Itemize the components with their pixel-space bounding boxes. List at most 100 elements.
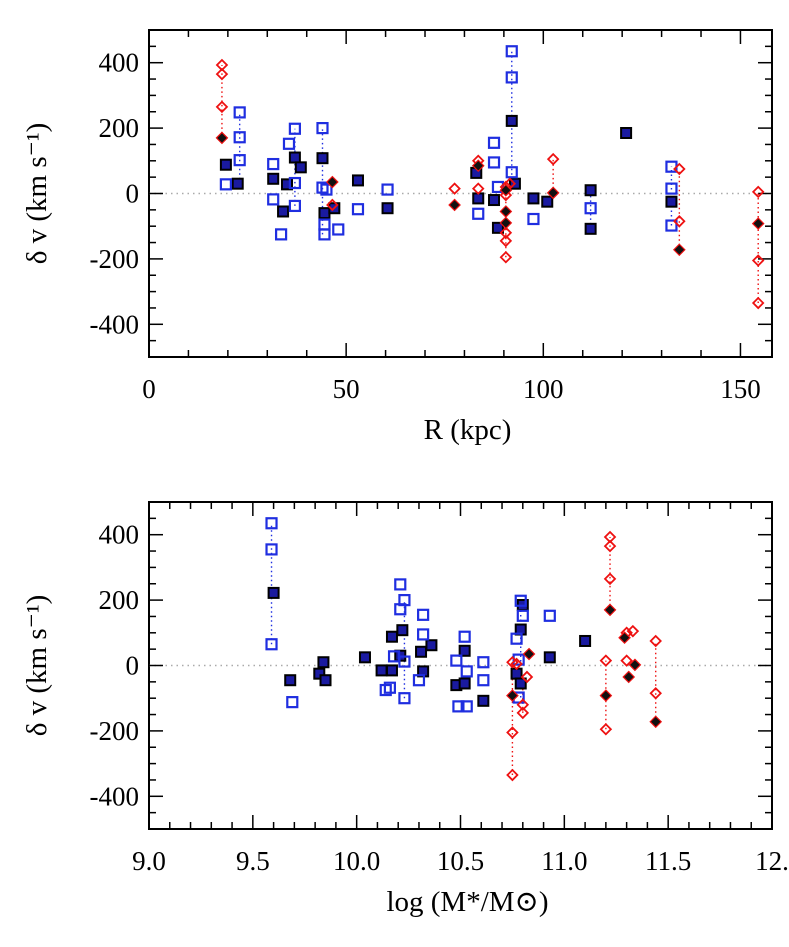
x-tick-label: 10.5 xyxy=(437,846,484,876)
marker-open-diamond xyxy=(510,657,523,671)
marker-open-diamond xyxy=(448,182,461,195)
marker-open-square xyxy=(288,199,301,213)
marker-open-square xyxy=(398,655,411,668)
marker-filled-square xyxy=(284,674,297,687)
marker-open-diamond xyxy=(215,67,229,81)
marker-open-square xyxy=(505,71,518,84)
marker-filled-square xyxy=(385,630,398,643)
marker-open-square xyxy=(316,121,329,135)
marker-filled-square xyxy=(385,664,398,677)
marker-filled-diamond xyxy=(618,631,631,645)
marker-filled-diamond xyxy=(522,647,536,661)
marker-open-square xyxy=(584,202,597,215)
marker-filled-square xyxy=(527,192,540,205)
marker-filled-square xyxy=(317,656,330,669)
marker-open-diamond xyxy=(520,670,534,684)
marker-open-diamond xyxy=(499,250,513,264)
marker-open-diamond xyxy=(516,698,530,712)
marker-filled-diamond xyxy=(471,159,485,173)
marker-open-diamond xyxy=(499,226,513,240)
marker-open-square xyxy=(282,137,296,150)
x-tick-label: 150 xyxy=(720,374,761,404)
marker-filled-square xyxy=(584,184,597,197)
marker-filled-diamond xyxy=(751,217,765,230)
marker-filled-diamond xyxy=(499,216,513,230)
marker-open-square xyxy=(527,212,540,226)
marker-filled-diamond xyxy=(326,175,339,189)
marker-filled-diamond xyxy=(499,183,513,197)
marker-open-square xyxy=(267,157,280,171)
marker-open-square xyxy=(274,228,288,241)
marker-filled-square xyxy=(415,645,428,658)
y-tick-label: 400 xyxy=(99,48,140,78)
marker-filled-diamond xyxy=(628,658,642,672)
x-axis-title: R (kpc) xyxy=(424,414,512,446)
marker-filled-square xyxy=(472,192,485,205)
marker-filled-square xyxy=(267,172,280,185)
y-tick-label: -200 xyxy=(90,716,140,746)
y-tick-label: -200 xyxy=(90,244,140,274)
marker-open-square xyxy=(510,632,523,645)
marker-open-square xyxy=(516,609,529,622)
y-tick-label: 0 xyxy=(126,651,140,681)
x-tick-label: 9.5 xyxy=(236,846,270,876)
marker-open-square xyxy=(514,594,527,607)
marker-filled-square xyxy=(375,664,388,677)
marker-open-square xyxy=(487,156,501,169)
marker-filled-diamond xyxy=(546,186,560,200)
marker-filled-square xyxy=(267,586,280,599)
marker-filled-square xyxy=(219,158,232,171)
marker-open-square xyxy=(665,219,678,232)
marker-open-square xyxy=(477,674,490,687)
x-tick-label: 9.0 xyxy=(132,846,166,876)
marker-filled-square xyxy=(294,161,307,174)
marker-filled-square xyxy=(665,195,678,208)
marker-open-diamond xyxy=(599,722,613,736)
marker-open-diamond xyxy=(471,182,485,195)
x-tick-label: 100 xyxy=(523,374,564,404)
panel-top-r: -400 -200 0 200 400 0 50 100 150 R (kpc) δ v (km s… xyxy=(21,29,773,446)
y-axis-title: δ v (km s⁻¹) xyxy=(21,595,53,737)
marker-filled-square xyxy=(543,651,556,664)
marker-open-diamond xyxy=(599,654,613,667)
marker-open-square xyxy=(417,608,430,621)
marker-filled-diamond xyxy=(599,689,613,702)
marker-filled-square xyxy=(514,677,527,690)
marker-filled-square xyxy=(458,677,471,690)
marker-filled-square xyxy=(277,205,290,218)
marker-open-square xyxy=(318,218,331,231)
panel-bottom-mass: -400 -200 0 200 400 9.0 9.5 10.0 10.5 11.0 11.5 12.… xyxy=(21,501,789,918)
marker-open-square xyxy=(452,700,465,713)
marker-filled-square xyxy=(488,194,501,207)
y-tick-label: -400 xyxy=(90,309,140,339)
marker-filled-diamond xyxy=(499,205,513,218)
marker-open-diamond xyxy=(620,654,633,667)
y-axis-title: δ v (km s⁻¹) xyxy=(21,123,53,265)
x-tick-label: 11.5 xyxy=(645,846,691,876)
marker-open-diamond xyxy=(649,634,662,648)
marker-open-square xyxy=(412,674,426,687)
x-tick-label: 10.0 xyxy=(333,846,380,876)
marker-open-square xyxy=(472,207,485,220)
marker-filled-square xyxy=(491,221,504,234)
marker-open-diamond xyxy=(603,572,617,586)
marker-open-diamond xyxy=(751,296,765,310)
marker-open-square xyxy=(233,154,246,167)
marker-open-square xyxy=(351,203,365,216)
marker-open-square xyxy=(460,700,473,713)
marker-filled-square xyxy=(281,178,294,191)
marker-filled-square xyxy=(381,202,394,215)
marker-open-diamond xyxy=(326,198,339,212)
marker-filled-diamond xyxy=(649,715,663,729)
marker-open-square xyxy=(267,193,280,206)
marker-filled-diamond xyxy=(672,243,686,257)
marker-open-square xyxy=(288,176,301,190)
marker-open-square xyxy=(219,178,232,191)
marker-filled-square xyxy=(510,667,523,680)
marker-open-diamond xyxy=(751,254,765,267)
marker-filled-diamond xyxy=(603,603,617,617)
x-tick-label: 12. xyxy=(755,846,789,876)
marker-open-diamond xyxy=(673,162,686,176)
x-tick-label: 50 xyxy=(333,374,360,404)
